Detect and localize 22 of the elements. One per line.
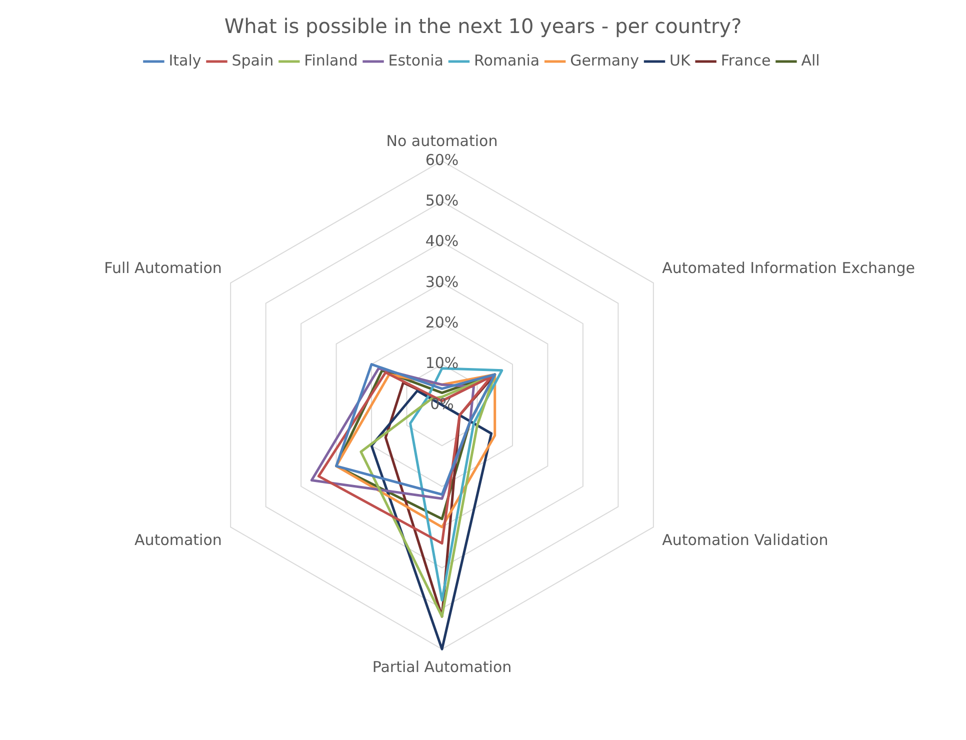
spoke-label: Full Automation — [104, 258, 222, 277]
spoke-label: Automation — [134, 530, 222, 549]
legend-label: UK — [670, 51, 692, 70]
spoke-label: Partial Automation — [372, 658, 512, 676]
y-tick-label: 10% — [425, 354, 459, 372]
spoke-label: Automation Validation — [662, 530, 828, 549]
legend-label: Italy — [168, 51, 202, 70]
y-tick-label: 20% — [425, 314, 459, 332]
legend-label: France — [720, 51, 771, 70]
y-tick-label: 40% — [425, 232, 459, 250]
y-tick-label: 30% — [425, 272, 459, 291]
legend-label: Spain — [232, 51, 274, 70]
legend-label: Romania — [474, 51, 540, 70]
legend-label: Germany — [570, 51, 640, 70]
legend-label: Finland — [304, 51, 358, 70]
legend-label: All — [801, 51, 820, 70]
spoke-label: No automation — [386, 132, 498, 150]
y-tick-label: 60% — [425, 150, 459, 169]
y-tick-label: 50% — [425, 191, 459, 210]
spoke-label: Automated Information Exchange — [662, 258, 915, 277]
chart-title: What is possible in the next 10 years - per country? — [224, 14, 742, 38]
legend-label: Estonia — [388, 51, 444, 70]
